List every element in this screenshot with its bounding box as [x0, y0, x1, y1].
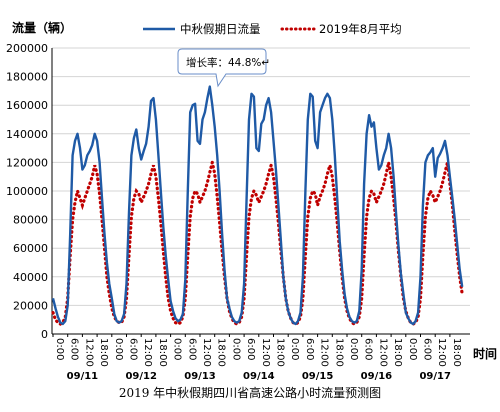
x-tick-label: 0:00: [407, 338, 418, 360]
x-tick-label: 0:00: [230, 338, 241, 360]
y-tick-label: 80000: [13, 214, 48, 227]
legend-average-label: 2019年8月平均: [319, 22, 402, 36]
date-label: 09/17: [419, 371, 451, 382]
y-tick-label: 100000: [6, 185, 48, 198]
callout-box: [177, 48, 267, 88]
date-label: 09/13: [184, 371, 216, 382]
y-axis-label: 流量（辆）: [12, 20, 72, 35]
x-axis-label: 时间: [473, 346, 497, 361]
x-tick-label: 0:00: [172, 338, 183, 360]
date-labels: 09/11 09/12 09/13 09/14 09/15 09/16 09/17: [67, 371, 451, 382]
y-tick-label: 200000: [6, 42, 48, 55]
y-tick-label: 40000: [13, 271, 48, 284]
grid-lines: [52, 47, 470, 306]
x-tick-label: 6:00: [304, 338, 315, 360]
x-tick-label: 6:00: [245, 338, 256, 360]
x-tick-label: 0:00: [348, 338, 359, 360]
chart-title: 2019 年中秋假期四川省高速公路小时流量预测图: [119, 385, 381, 400]
y-tick-label: 120000: [6, 156, 48, 169]
x-tick-label: 6:00: [186, 338, 197, 360]
date-label: 09/11: [67, 371, 99, 382]
x-tick-label: 12:00: [142, 338, 153, 367]
y-tick-label: 140000: [6, 128, 48, 141]
x-tick-label: 6:00: [128, 338, 139, 360]
y-tick-labels: 0 20000 40000 60000 80000 100000 120000 140000 1…: [6, 42, 48, 341]
x-tick-label: 12:00: [319, 338, 330, 367]
y-tick-label: 160000: [6, 99, 48, 112]
x-tick-label: 12:00: [201, 338, 212, 367]
growth-rate-callout: 增长率：44.8%↵: [177, 48, 270, 88]
x-tick-label: 18:00: [333, 338, 344, 367]
legend-holiday-label: 中秋假期日流量: [180, 22, 261, 36]
x-tick-label: 6:00: [363, 338, 374, 360]
x-tick-label: 12:00: [377, 338, 388, 367]
x-tick-label: 18:00: [451, 338, 462, 367]
x-tick-label: 18:00: [157, 338, 168, 367]
x-tick-label: 12:00: [436, 338, 447, 367]
date-label: 09/16: [361, 371, 393, 382]
x-tick-labels: 0:00 6:00 12:00 18:00 0:00 6:00 12:00 18:00 0:00…: [52, 334, 462, 367]
date-label: 09/12: [125, 371, 157, 382]
x-tick-label: 6:00: [69, 338, 80, 360]
series-line-holiday: [51, 85, 464, 326]
y-tick-label: 60000: [13, 242, 48, 255]
x-tick-label: 0:00: [289, 338, 300, 360]
x-tick-label: 12:00: [260, 338, 271, 367]
x-tick-label: 18:00: [216, 338, 227, 367]
y-tick-label: 0: [41, 328, 48, 341]
y-tick-label: 20000: [13, 299, 48, 312]
axes: [51, 48, 470, 335]
series-layer: [51, 85, 464, 326]
callout-text: 增长率：44.8%↵: [186, 56, 270, 69]
date-label: 09/14: [243, 371, 275, 382]
x-tick-label: 0:00: [113, 338, 124, 360]
x-tick-label: 12:00: [83, 338, 94, 367]
x-tick-label: 18:00: [98, 338, 109, 367]
x-tick-label: 6:00: [422, 338, 433, 360]
date-label: 09/15: [302, 371, 334, 382]
x-tick-label: 18:00: [392, 338, 403, 367]
legend: 中秋假期日流量 2019年8月平均: [143, 22, 402, 36]
y-tick-label: 180000: [6, 71, 48, 84]
x-tick-label: 0:00: [54, 338, 65, 360]
x-tick-label: 18:00: [275, 338, 286, 367]
